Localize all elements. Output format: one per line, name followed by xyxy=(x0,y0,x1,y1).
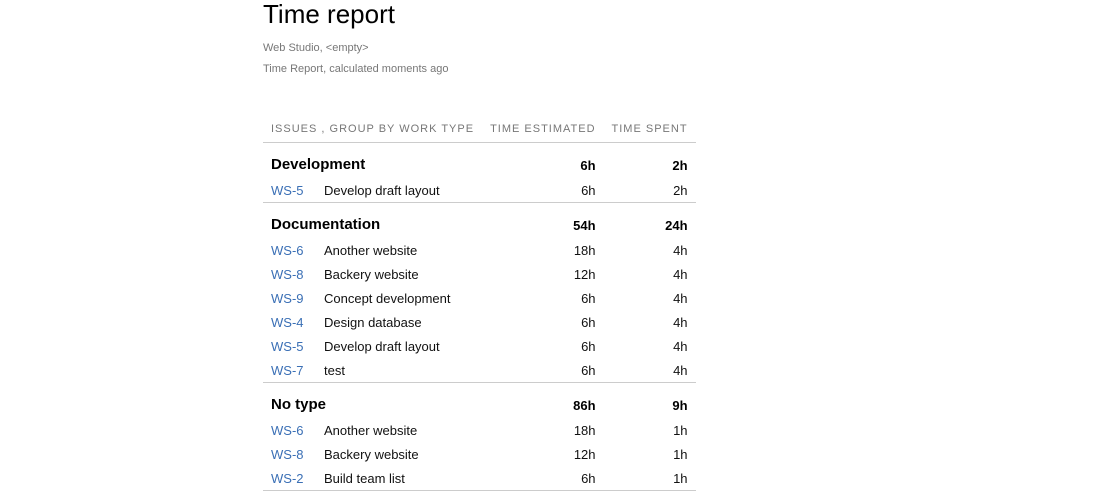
issue-time-spent: 1h xyxy=(603,466,696,491)
group-time-estimated: 86h xyxy=(573,398,596,413)
issue-key-link[interactable]: WS-6 xyxy=(271,422,304,438)
group-time-estimated: 54h xyxy=(573,218,596,233)
issue-cell: WS-6 Another website xyxy=(263,238,482,262)
group-name: Documentation xyxy=(271,216,381,233)
table-row: WS-6 Another website 18h 1h xyxy=(263,418,696,442)
table-row: WS-8 Backery website 12h 1h xyxy=(263,442,696,466)
issue-time-spent: 4h xyxy=(673,242,688,258)
issue-key-link[interactable]: WS-5 xyxy=(271,182,304,198)
column-header-issues[interactable]: ISSUES , GROUP BY WORK TYPE xyxy=(263,123,483,143)
issue-key-link[interactable]: WS-9 xyxy=(271,290,304,306)
calculation-status: Time Report, calculated moments ago xyxy=(263,63,449,75)
column-header-time-spent[interactable]: TIME SPENT xyxy=(603,123,696,143)
issue-time-spent: 4h xyxy=(673,290,688,306)
issue-time-estimated: 12h xyxy=(573,446,596,462)
issue-cell: WS-8 Backery website xyxy=(263,262,482,286)
table-row: WS-8 Backery website 12h 4h xyxy=(263,262,696,286)
issue-key-link[interactable]: WS-8 xyxy=(271,446,304,462)
issue-summary: Concept development xyxy=(324,290,451,306)
issue-time-estimated: 18h xyxy=(573,242,596,258)
issue-summary: Backery website xyxy=(324,446,419,462)
page-title: Time report xyxy=(263,0,395,29)
issue-key-link[interactable]: WS-5 xyxy=(271,338,304,354)
issue-key-link[interactable]: WS-2 xyxy=(271,470,304,486)
table-row: WS-6 Another website 18h 4h xyxy=(263,238,696,262)
table-header-row: ISSUES , GROUP BY WORK TYPE TIME ESTIMAT… xyxy=(263,123,696,143)
group-name: Development xyxy=(271,156,366,173)
table-row: WS-9 Concept development 6h 4h xyxy=(263,286,696,310)
table-row: WS-2 Build team list 6h 1h xyxy=(263,466,696,491)
group-time-spent: 24h xyxy=(665,218,688,233)
group-row: Development 6h 2h xyxy=(263,143,696,179)
issue-time-estimated: 18h xyxy=(573,422,596,438)
issue-cell: WS-5 Develop draft layout xyxy=(263,334,482,358)
report-body: Development 6h 2h WS-5 Develop draft layout 6… xyxy=(263,143,696,491)
time-report-table: ISSUES , GROUP BY WORK TYPE TIME ESTIMAT… xyxy=(263,123,696,491)
issue-time-estimated: 6h xyxy=(482,466,604,491)
issue-time-spent: 2h xyxy=(603,178,696,203)
issue-time-spent: 4h xyxy=(673,314,688,330)
table-row: WS-4 Design database 6h 4h xyxy=(263,310,696,334)
table-row: WS-7 test 6h 4h xyxy=(263,358,696,383)
issue-time-spent: 4h xyxy=(603,358,696,383)
issue-cell: WS-2 Build team list xyxy=(263,466,483,491)
report-content: Time report Web Studio, <empty> Time Rep… xyxy=(263,0,696,491)
issue-time-estimated: 6h xyxy=(581,314,596,330)
issue-summary: Design database xyxy=(324,314,422,330)
group-time-spent: 9h xyxy=(672,398,688,413)
issue-time-estimated: 12h xyxy=(573,266,596,282)
column-header-time-estimated[interactable]: TIME ESTIMATED xyxy=(482,123,604,143)
issue-summary: Another website xyxy=(324,422,418,438)
issue-key-link[interactable]: WS-7 xyxy=(271,362,304,378)
project-subtitle: Web Studio, <empty> xyxy=(263,42,369,54)
issue-time-estimated: 6h xyxy=(581,290,596,306)
issue-summary: Develop draft layout xyxy=(324,182,440,198)
issue-cell: WS-8 Backery website xyxy=(263,442,482,466)
issue-summary: Develop draft layout xyxy=(324,338,440,354)
issue-key-link[interactable]: WS-6 xyxy=(271,242,304,258)
issue-key-link[interactable]: WS-4 xyxy=(271,314,304,330)
issue-time-estimated: 6h xyxy=(581,338,596,354)
group-row: No type 86h 9h xyxy=(263,383,696,419)
issue-cell: WS-9 Concept development xyxy=(263,286,482,310)
group-time-spent: 2h xyxy=(672,158,688,173)
issue-summary: Backery website xyxy=(324,266,419,282)
issue-time-spent: 4h xyxy=(673,338,688,354)
issue-time-spent: 1h xyxy=(673,422,688,438)
issue-time-estimated: 6h xyxy=(482,358,604,383)
issue-summary: Another website xyxy=(324,242,418,258)
group-time-estimated: 6h xyxy=(580,158,596,173)
issue-key-link[interactable]: WS-8 xyxy=(271,266,304,282)
issue-time-spent: 1h xyxy=(673,446,688,462)
issue-summary: test xyxy=(324,362,345,378)
issue-cell: WS-6 Another website xyxy=(263,418,482,442)
group-row: Documentation 54h 24h xyxy=(263,203,696,239)
issue-time-spent: 4h xyxy=(673,266,688,282)
issue-cell: WS-5 Develop draft layout xyxy=(263,178,483,203)
table-row: WS-5 Develop draft layout 6h 4h xyxy=(263,334,696,358)
issue-time-estimated: 6h xyxy=(482,178,604,203)
issue-cell: WS-4 Design database xyxy=(263,310,482,334)
issue-summary: Build team list xyxy=(324,470,405,486)
issue-cell: WS-7 test xyxy=(263,358,483,383)
group-name: No type xyxy=(271,396,327,413)
table-row: WS-5 Develop draft layout 6h 2h xyxy=(263,178,696,203)
